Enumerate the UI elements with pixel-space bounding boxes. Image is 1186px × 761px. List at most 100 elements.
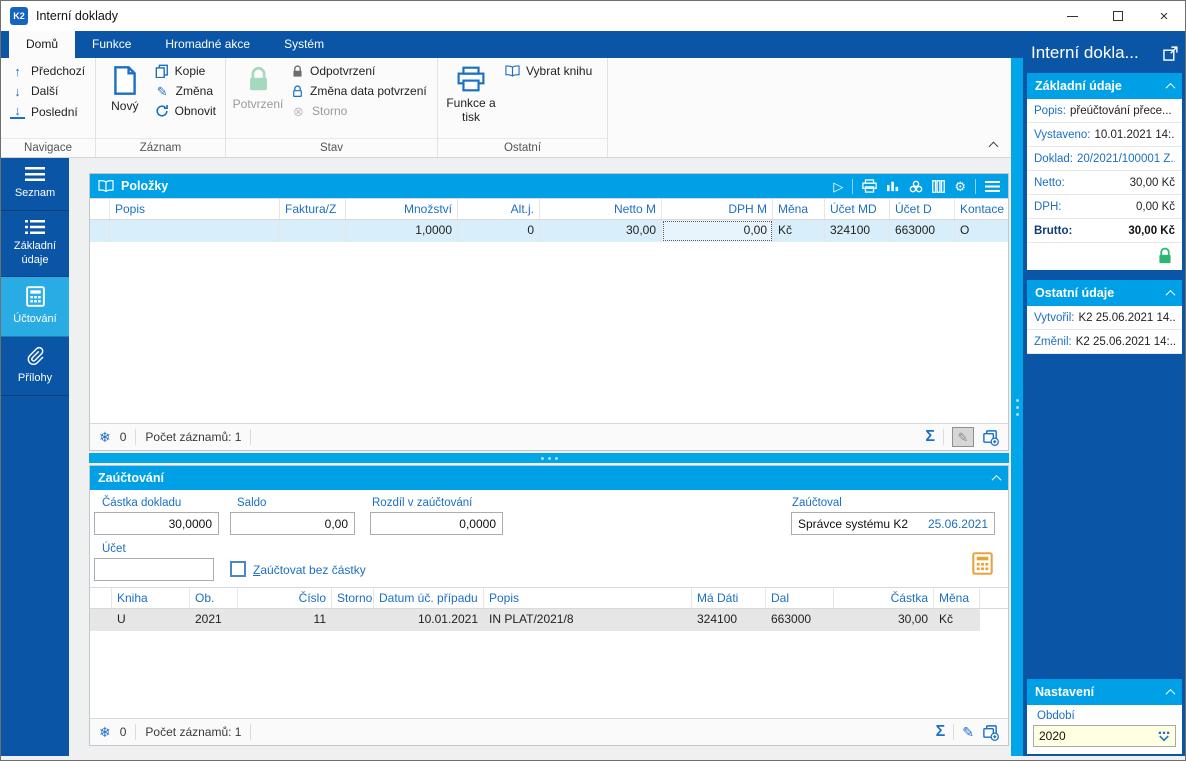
col-datum[interactable]: Datum úč. případu [374,588,484,608]
arrow-down-to-bar-icon: ↓ [10,104,25,119]
zauctovat-bez-castky-checkbox[interactable] [230,561,246,577]
book-icon [98,180,114,192]
new-record-button[interactable]: Nový [100,61,150,138]
lock-green-icon [1159,247,1171,264]
col-dph-m[interactable]: DPH M [662,199,773,219]
zauctovani-table-row[interactable]: U 2021 11 10.01.2021 IN PLAT/2021/8 3241… [90,609,1008,631]
ribbon: ↑ Předchozí ↓ Další ↓ Poslední Navigace [1,58,1011,158]
col-kniha[interactable]: Kniha [112,588,190,608]
sidebar-item-seznam[interactable]: Seznam [1,158,69,211]
previous-record-button[interactable]: ↑ Předchozí [5,61,90,81]
recalculate-button[interactable] [972,552,993,575]
zakladni-udaje-header[interactable]: Základní údaje [1027,73,1182,99]
open-in-window-icon[interactable] [1163,45,1178,61]
col-altj[interactable]: Alt.j. [458,199,540,219]
ribbon-collapse-chevron[interactable] [988,141,999,152]
change-confirm-date-button[interactable]: Změna data potvrzení [286,81,432,101]
ucet-field[interactable] [94,558,214,581]
polozky-footer: ❄ 0 Počet záznamů: 1 Σ ✎ [90,423,1008,450]
vertical-splitter[interactable] [1011,58,1023,756]
obdobi-field[interactable]: 2020 [1033,725,1176,747]
collapse-chevron-icon [1165,688,1176,699]
cell-ma-dati: 324100 [692,609,766,631]
related-records-icon[interactable] [909,180,923,193]
saldo-field[interactable]: 0,00 [230,512,355,535]
polozky-table-row[interactable]: 1,0000 0 30,00 0,00 Kč 324100 663000 O [90,220,1008,242]
sum-icon[interactable]: Σ [935,723,946,740]
obdobi-label: Období [1037,710,1075,722]
frozen-rows-icon[interactable]: ❄ [99,429,111,445]
col-dal[interactable]: Dal [766,588,834,608]
col-ucet-d[interactable]: Účet D [890,199,955,219]
add-copy-record-icon[interactable] [982,724,999,741]
col-popis[interactable]: Popis [110,199,280,219]
calculator-icon [25,286,45,308]
zauctovani-footer: ❄ 0 Počet záznamů: 1 Σ ✎ [90,718,1008,745]
col-storno[interactable]: Storno [332,588,374,608]
tab-system[interactable]: Systém [284,37,325,51]
col-popis[interactable]: Popis [484,588,692,608]
functions-print-button[interactable]: Funkce a tisk [442,61,500,138]
col-mena[interactable]: Měna [773,199,825,219]
chart-icon[interactable] [886,180,900,192]
col-kontace[interactable]: Kontace [960,202,1005,216]
arrow-up-icon: ↑ [14,63,21,79]
col-ob[interactable]: Ob. [190,588,238,608]
settings-gear-icon[interactable]: ⚙ [954,178,966,194]
confirm-button[interactable]: Potvrzení [230,61,286,138]
circled-x-icon: ⊗ [293,103,304,119]
edit-mode-toggle[interactable]: ✎ [952,427,974,447]
print-icon[interactable] [862,179,878,193]
horizontal-splitter[interactable] [89,453,1009,463]
dropdown-icon[interactable] [1153,731,1175,742]
col-netto-m[interactable]: Netto M [540,199,662,219]
nastaveni-header[interactable]: Nastavení [1027,679,1182,705]
col-cislo[interactable]: Číslo [238,588,332,608]
columns-icon[interactable] [932,179,946,193]
zauctoval-field[interactable]: Správce systému K2 25.06.2021 [791,512,995,535]
tab-hromadne-akce[interactable]: Hromadné akce [165,37,251,51]
info-row: Doklad: 20/2021/100001 Z.. [1027,147,1182,171]
close-button[interactable]: × [1141,1,1185,31]
copy-record-button[interactable]: Kopie [150,61,221,81]
col-ucet-md[interactable]: Účet MD [825,199,890,219]
collapse-chevron-icon [1165,289,1176,300]
col-selector[interactable] [90,588,112,608]
sidebar-item-prilohy[interactable]: Přílohy [1,337,69,396]
frozen-rows-icon[interactable]: ❄ [99,724,111,740]
hamburger-menu-icon[interactable] [985,180,1000,192]
collapse-chevron-icon[interactable] [991,474,1002,485]
edit-record-button[interactable]: ✎ Změna [150,81,221,101]
add-copy-record-icon[interactable] [982,429,999,446]
unconfirm-button[interactable]: Odpotvrzení [286,61,432,81]
rozdil-field[interactable]: 0,0000 [370,512,503,535]
lock-icon [293,64,302,77]
select-book-button[interactable]: Vybrat knihu [500,61,597,81]
next-record-button[interactable]: ↓ Další [5,81,90,101]
run-icon[interactable]: ▷ [833,178,844,194]
tab-domu[interactable]: Domů [9,31,76,58]
sidebar-item-zakladni-udaje[interactable]: Základní údaje [1,211,69,278]
col-faktura[interactable]: Faktura/Z [280,199,346,219]
col-mena[interactable]: Měna [934,588,980,608]
last-record-button[interactable]: ↓ Poslední [5,101,90,122]
col-selector[interactable] [90,199,110,219]
maximize-button[interactable] [1095,1,1141,31]
castka-dokladu-field[interactable]: 30,0000 [94,512,219,535]
minimize-button[interactable] [1049,1,1095,31]
zauctoval-label: Zaúčtoval [792,497,842,509]
cell-dph-focused[interactable]: 0,00 [662,220,773,242]
edit-icon[interactable]: ✎ [962,724,974,740]
refresh-button[interactable]: Obnovit [150,101,221,121]
cancel-storno-button[interactable]: ⊗ Storno [286,101,432,121]
ostatni-udaje-header[interactable]: Ostatní údaje [1027,280,1182,306]
sidebar-item-uctovani[interactable]: Účtování [1,277,69,337]
col-castka[interactable]: Částka [834,588,934,608]
cell-kniha: U [112,609,190,631]
col-mnozstvi[interactable]: Množství [346,199,458,219]
sum-icon[interactable]: Σ [925,428,935,445]
zakladni-udaje-card: Základní údaje Popis: přeúčtování přece..… [1027,73,1182,270]
tab-funkce[interactable]: Funkce [92,37,132,51]
col-ma-dati[interactable]: Má Dáti [692,588,766,608]
info-row: DPH: 0,00 Kč [1027,195,1182,219]
